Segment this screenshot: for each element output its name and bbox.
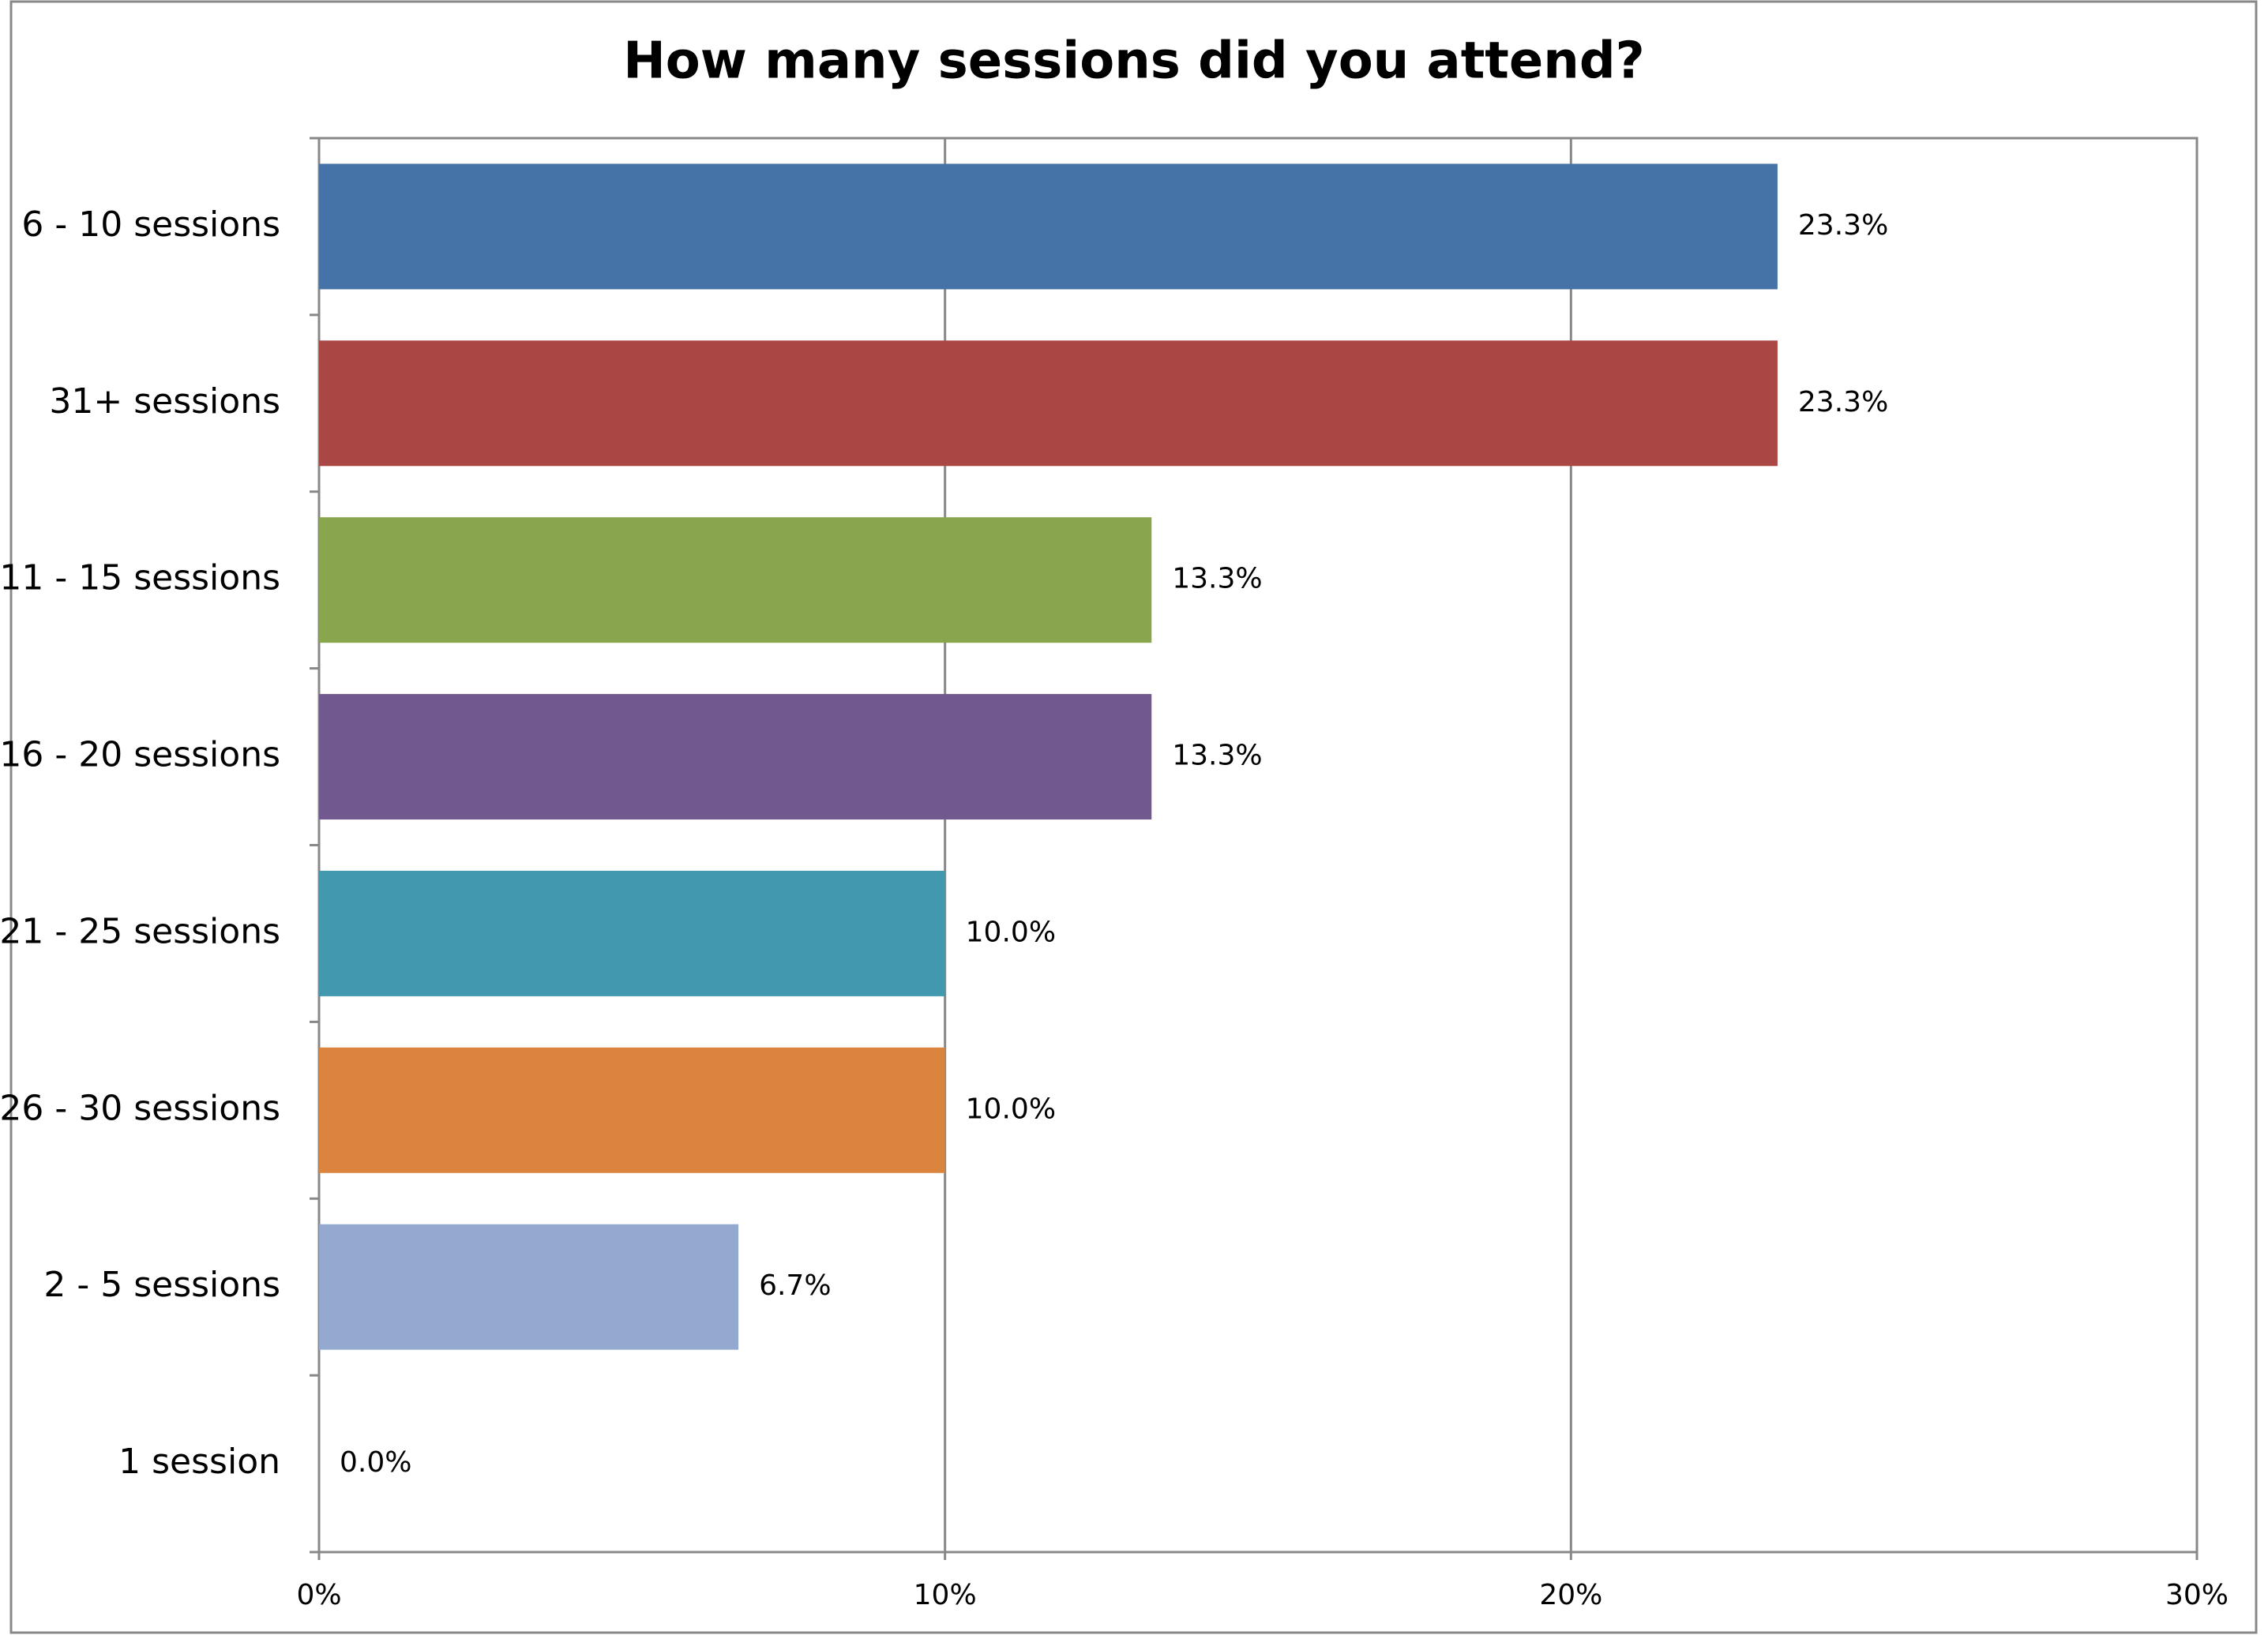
bar: [319, 1224, 739, 1350]
value-label: 13.3%: [1172, 740, 1262, 772]
y-tick-label: 21 - 25 sessions: [0, 911, 280, 951]
bar: [319, 163, 1778, 290]
value-label: 0.0%: [340, 1446, 411, 1479]
value-label: 10.0%: [966, 916, 1056, 948]
bar: [319, 517, 1152, 643]
y-tick-label: 26 - 30 sessions: [0, 1088, 280, 1128]
bar: [319, 870, 945, 996]
y-tick-label: 11 - 15 sessions: [0, 558, 280, 598]
y-tick-label: 2 - 5 sessions: [43, 1265, 280, 1305]
bar: [319, 694, 1152, 820]
value-label: 10.0%: [966, 1093, 1056, 1125]
x-tick-label: 20%: [1539, 1579, 1602, 1611]
x-tick-label: 30%: [2165, 1579, 2229, 1611]
value-label: 23.3%: [1798, 386, 1888, 418]
value-label: 6.7%: [759, 1269, 831, 1302]
y-tick-label: 16 - 20 sessions: [0, 735, 280, 775]
y-tick-label: 6 - 10 sessions: [21, 204, 280, 245]
x-tick-label: 0%: [296, 1579, 341, 1611]
bar: [319, 340, 1778, 467]
x-tick-label: 10%: [914, 1579, 977, 1611]
chart-title: How many sessions did you attend?: [623, 32, 1645, 91]
y-tick-label: 31+ sessions: [49, 381, 280, 422]
value-label: 23.3%: [1798, 209, 1888, 242]
value-label: 13.3%: [1172, 563, 1262, 595]
bar: [319, 1047, 945, 1173]
y-tick-label: 1 session: [118, 1442, 280, 1482]
